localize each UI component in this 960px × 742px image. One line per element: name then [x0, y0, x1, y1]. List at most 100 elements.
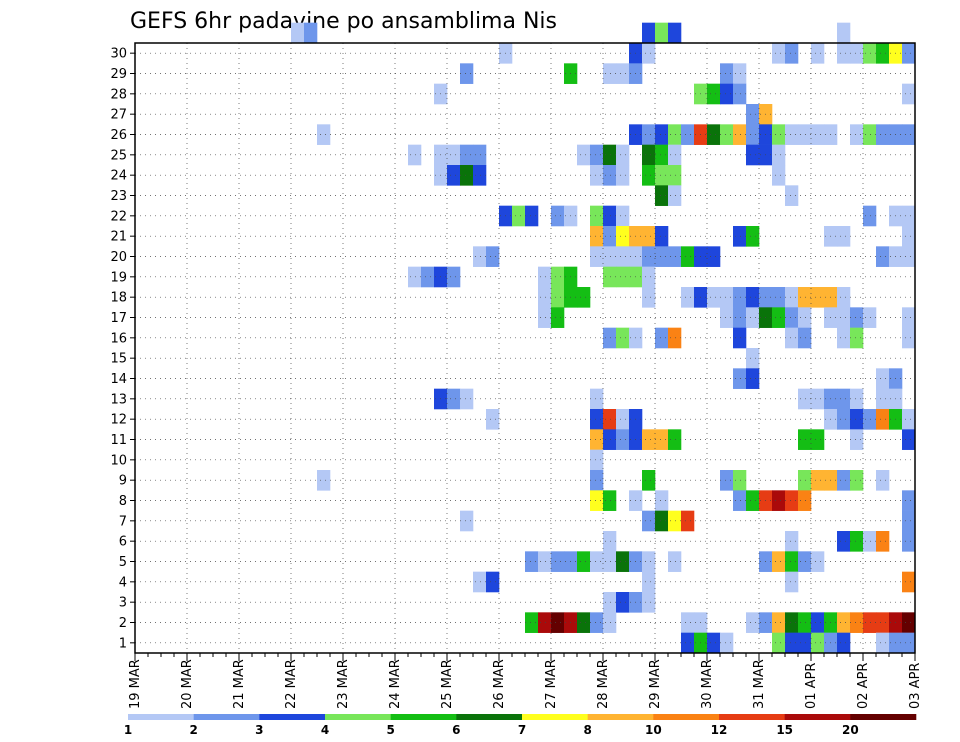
cell-member-6-step-42 — [681, 510, 695, 532]
legend-swatch — [193, 714, 260, 720]
cell-member-16-step-32 — [551, 307, 565, 328]
cell-member-28-step-46 — [733, 63, 747, 84]
legend-label: 20 — [842, 723, 859, 737]
cell-member-21-step-35 — [590, 205, 604, 227]
cell-member-18-step-22 — [421, 266, 435, 288]
y-tick-label: 11 — [110, 433, 127, 448]
cell-member-19-step-39 — [642, 246, 656, 267]
cell-member-22-step-41 — [668, 185, 682, 206]
x-tick-label: 03 APR — [908, 663, 923, 709]
y-tick-label: 3 — [119, 596, 127, 611]
cell-member-19-step-27 — [486, 246, 500, 267]
cell-member-0-step-51 — [798, 632, 812, 654]
legend-swatch — [456, 714, 523, 720]
cell-member-1-step-56 — [863, 612, 877, 633]
cell-member-21-step-37 — [616, 205, 630, 227]
cell-member-17-step-52 — [811, 287, 825, 308]
cell-member-10-step-51 — [798, 429, 812, 450]
cell-member-18-step-39 — [642, 266, 656, 288]
cell-member-0-step-44 — [707, 632, 721, 654]
cell-member-20-step-46 — [733, 226, 747, 247]
cell-member-8-step-39 — [642, 470, 656, 491]
cell-member-25-step-44 — [707, 124, 721, 145]
cell-member-5-step-55 — [850, 531, 864, 552]
cell-member-28-step-45 — [720, 63, 734, 84]
cell-member-6-step-25 — [460, 510, 474, 532]
cell-member-23-step-26 — [473, 165, 487, 186]
y-tick-label: 4 — [119, 575, 127, 590]
x-tick-label: 29 MAR — [648, 659, 663, 709]
cell-member-1-step-49 — [772, 612, 786, 633]
cell-member-23-step-35 — [590, 165, 604, 186]
cell-member-11-step-56 — [863, 409, 877, 430]
cell-member-14-step-47 — [746, 348, 760, 369]
cell-member-19-step-44 — [707, 246, 721, 267]
cell-member-23-step-41 — [668, 165, 682, 186]
y-tick-label: 21 — [110, 230, 127, 245]
cell-member-1-step-47 — [746, 612, 760, 633]
cell-member-25-step-59 — [902, 124, 916, 145]
y-tick-label: 2 — [119, 616, 127, 631]
color-legend: 1 2 3 4 5 6 7 8 10 12 15 20 — [124, 714, 917, 737]
cell-member-17-step-45 — [720, 287, 734, 308]
cell-member-15-step-54 — [837, 327, 851, 349]
y-tick-label: 7 — [119, 514, 127, 529]
cell-member-11-step-59 — [902, 409, 916, 430]
cell-member-17-step-46 — [733, 287, 747, 308]
cell-member-30-step-13 — [304, 22, 318, 44]
cell-member-3-step-26 — [473, 571, 487, 593]
cell-member-12-step-52 — [811, 388, 825, 410]
cell-member-21-step-29 — [512, 205, 526, 227]
y-tick-label: 15 — [110, 352, 127, 367]
cell-member-29-step-52 — [811, 43, 825, 64]
cell-member-8-step-45 — [720, 470, 734, 491]
y-tick-label: 29 — [110, 67, 127, 82]
cell-member-5-step-50 — [785, 531, 799, 552]
legend-label: 4 — [321, 723, 329, 737]
cell-member-16-step-50 — [785, 307, 799, 328]
cell-member-15-step-55 — [850, 327, 864, 349]
legend-swatch — [784, 714, 851, 720]
x-tick-label: 21 MAR — [232, 659, 247, 709]
cell-member-24-step-25 — [460, 144, 474, 166]
cell-member-18-step-21 — [408, 266, 422, 288]
cell-member-25-step-41 — [668, 124, 682, 145]
cell-member-20-step-47 — [746, 226, 760, 247]
cell-member-12-step-55 — [850, 388, 864, 410]
x-tick-label: 02 APR — [856, 663, 871, 709]
cell-member-1-step-32 — [551, 612, 565, 633]
cell-member-23-step-49 — [772, 165, 786, 186]
legend-swatch — [325, 714, 391, 720]
cell-member-27-step-44 — [707, 83, 721, 105]
cell-member-10-step-37 — [616, 429, 630, 450]
cell-member-4-step-39 — [642, 551, 656, 572]
cell-member-7-step-59 — [902, 490, 916, 511]
legend-label: 10 — [645, 723, 662, 737]
cell-member-8-step-54 — [837, 470, 851, 491]
cell-member-25-step-40 — [655, 124, 669, 145]
cell-member-25-step-45 — [720, 124, 734, 145]
cell-member-27-step-46 — [733, 83, 747, 105]
cell-member-1-step-30 — [525, 612, 539, 633]
legend-label: 2 — [189, 723, 197, 737]
x-tick-label: 25 MAR — [440, 659, 455, 709]
cell-member-8-step-52 — [811, 470, 825, 491]
cell-member-22-step-50 — [785, 185, 799, 206]
cell-member-25-step-46 — [733, 124, 747, 145]
cell-member-16-step-31 — [538, 307, 552, 328]
plot-frame — [134, 42, 916, 654]
legend-swatch — [587, 714, 654, 720]
legend-label: 5 — [386, 723, 394, 737]
cell-member-0-step-57 — [876, 632, 890, 654]
cell-member-25-step-49 — [772, 124, 786, 145]
cell-member-29-step-57 — [876, 43, 890, 64]
cell-member-5-step-54 — [837, 531, 851, 552]
cell-member-5-step-57 — [876, 531, 890, 552]
cell-member-19-step-57 — [876, 246, 890, 267]
cell-member-20-step-40 — [655, 226, 669, 247]
legend-label: 12 — [711, 723, 728, 737]
cell-member-11-step-27 — [486, 409, 500, 430]
cell-member-12-step-25 — [460, 388, 474, 410]
cell-member-4-step-32 — [551, 551, 565, 572]
legend-swatch — [850, 714, 917, 720]
